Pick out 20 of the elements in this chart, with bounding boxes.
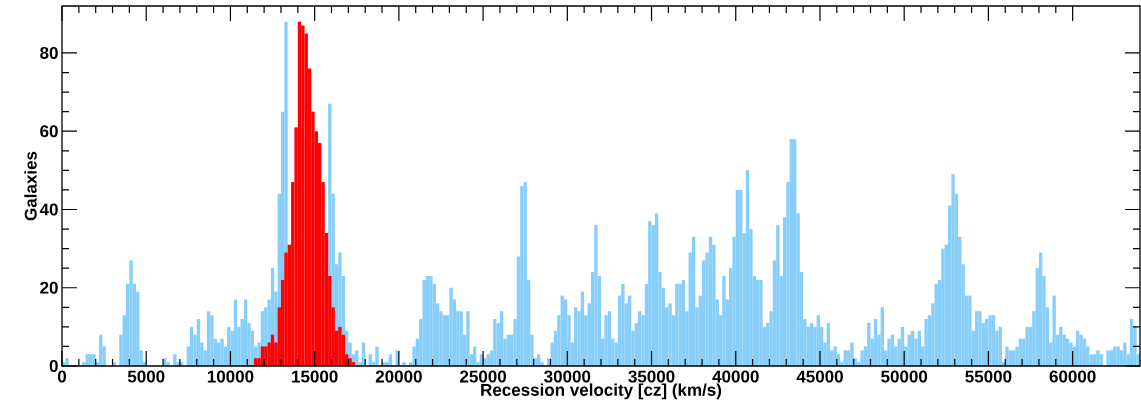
y-axis-title: Galaxies: [24, 151, 37, 221]
y-tick-label: 20: [40, 281, 58, 294]
x-tick-label: 35000: [628, 370, 675, 383]
x-tick-label: 0: [57, 370, 67, 383]
x-axis-title: Recession velocity [cz] (km/s): [481, 383, 722, 400]
x-tick-label: 60000: [1049, 370, 1096, 383]
x-tick-label: 20000: [375, 370, 422, 383]
x-tick-label: 10000: [207, 370, 254, 383]
x-tick-label: 5000: [127, 370, 165, 383]
x-tick-label: 25000: [460, 370, 507, 383]
x-tick-label: 45000: [796, 370, 843, 383]
y-tick-label: 0: [49, 359, 58, 373]
y-tick-label: 40: [39, 203, 58, 216]
x-tick-label: 50000: [881, 370, 928, 383]
x-tick-label: 15000: [292, 370, 338, 383]
x-tick-label: 55000: [965, 370, 1012, 383]
y-tick-label: 60: [40, 125, 58, 138]
x-tick-label: 30000: [544, 370, 591, 383]
x-tick-label: 40000: [712, 370, 759, 383]
y-tick-label: 80: [40, 46, 58, 59]
